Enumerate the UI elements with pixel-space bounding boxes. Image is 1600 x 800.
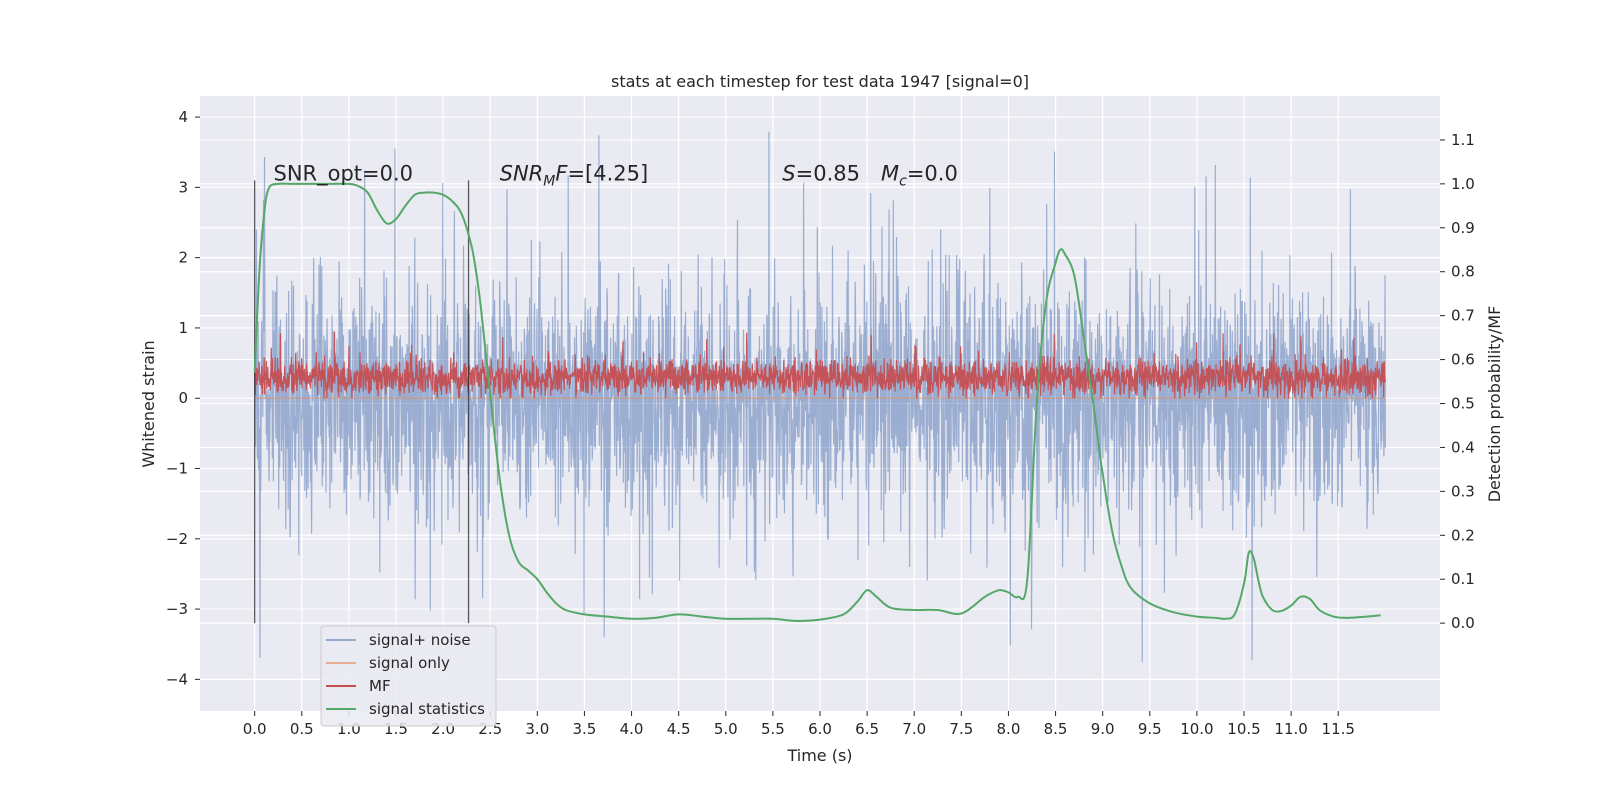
grid (200, 96, 1440, 711)
y-right-tick-label-2: 0.2 (1451, 526, 1475, 544)
chart-title: stats at each timestep for test data 194… (611, 72, 1029, 91)
y-left-tick-label-0: −4 (166, 670, 188, 688)
x-tick-label-14: 7.0 (902, 720, 926, 738)
x-tick-label-7: 3.5 (573, 720, 597, 738)
y-left-tick-label-1: −3 (166, 600, 188, 618)
x-tick-label-9: 4.5 (667, 720, 691, 738)
y-left-ticks: −4 −3 −2 −1 0 1 2 3 4 (166, 108, 200, 688)
annotation-2: S=0.85 Mc=0.0 (782, 161, 958, 189)
legend-label-signal-only: signal only (369, 654, 450, 672)
series-layer (253, 131, 1386, 662)
x-ticks: 0.0 0.5 1.0 1.5 2.0 2.5 3.0 3.5 4.0 4.5 5.0 5.5 6.0 6… (243, 711, 1355, 738)
x-tick-label-18: 9.0 (1091, 720, 1115, 738)
y-left-axis-label: Whitened strain (139, 340, 158, 467)
legend-label-signal-statistics: signal statistics (369, 700, 485, 718)
y-right-tick-label-4: 0.4 (1451, 438, 1475, 456)
x-tick-label-22: 11.0 (1274, 720, 1307, 738)
x-tick-label-20: 10.0 (1180, 720, 1213, 738)
x-tick-label-15: 7.5 (949, 720, 973, 738)
legend-box (320, 625, 497, 727)
y-right-tick-label-11: 1.1 (1451, 131, 1475, 149)
series-signal-statistics-line (253, 182, 1381, 622)
y-left-tick-label-7: 3 (178, 178, 188, 196)
y-right-tick-label-1: 0.1 (1451, 570, 1475, 588)
x-tick-label-1: 0.5 (290, 720, 314, 738)
x-tick-label-17: 8.5 (1044, 720, 1068, 738)
y-left-tick-label-5: 1 (178, 319, 188, 337)
y-right-tick-label-9: 0.9 (1451, 219, 1475, 237)
legend: signal+ noise signal only MF signal stat… (320, 625, 497, 727)
x-axis-label: Time (s) (786, 746, 852, 765)
x-tick-label-13: 6.5 (855, 720, 879, 738)
y-left-tick-label-8: 4 (178, 108, 188, 126)
y-right-ticks: 0.0 0.1 0.2 0.3 0.4 0.5 0.6 0.7 0.8 0.9 1.0 1.1 (1440, 131, 1475, 632)
y-left-tick-label-6: 2 (178, 249, 188, 267)
y-right-tick-label-5: 0.5 (1451, 395, 1475, 413)
legend-label-mf: MF (369, 677, 391, 695)
x-tick-label-12: 6.0 (808, 720, 832, 738)
series-mf-line (254, 331, 1386, 399)
x-tick-label-21: 10.5 (1227, 720, 1260, 738)
x-tick-label-11: 5.5 (761, 720, 785, 738)
y-right-tick-label-10: 1.0 (1451, 175, 1475, 193)
x-tick-label-16: 8.0 (997, 720, 1021, 738)
x-tick-label-6: 3.0 (525, 720, 549, 738)
x-tick-label-19: 9.5 (1138, 720, 1162, 738)
y-right-axis-label: Detection probability/MF (1485, 306, 1504, 503)
x-tick-label-0: 0.0 (243, 720, 267, 738)
y-right-tick-label-7: 0.7 (1451, 307, 1475, 325)
y-left-tick-label-2: −2 (166, 530, 188, 548)
legend-label-signal-noise: signal+ noise (369, 631, 471, 649)
x-tick-label-23: 11.5 (1322, 720, 1355, 738)
x-tick-label-8: 4.0 (620, 720, 644, 738)
annotation-0: SNR_opt=0.0 (273, 161, 413, 186)
annotation-1: SNRMF=[4.25] (500, 161, 649, 189)
annotations: SNR_opt=0.0 SNRMF=[4.25] S=0.85 Mc=0.0 (273, 161, 957, 189)
y-right-tick-label-8: 0.8 (1451, 263, 1475, 281)
y-left-tick-label-4: 0 (178, 389, 188, 407)
y-right-tick-label-0: 0.0 (1451, 614, 1475, 632)
y-right-tick-label-3: 0.3 (1451, 482, 1475, 500)
x-tick-label-10: 5.0 (714, 720, 738, 738)
y-right-tick-label-6: 0.6 (1451, 351, 1475, 369)
y-left-tick-label-3: −1 (166, 460, 188, 478)
